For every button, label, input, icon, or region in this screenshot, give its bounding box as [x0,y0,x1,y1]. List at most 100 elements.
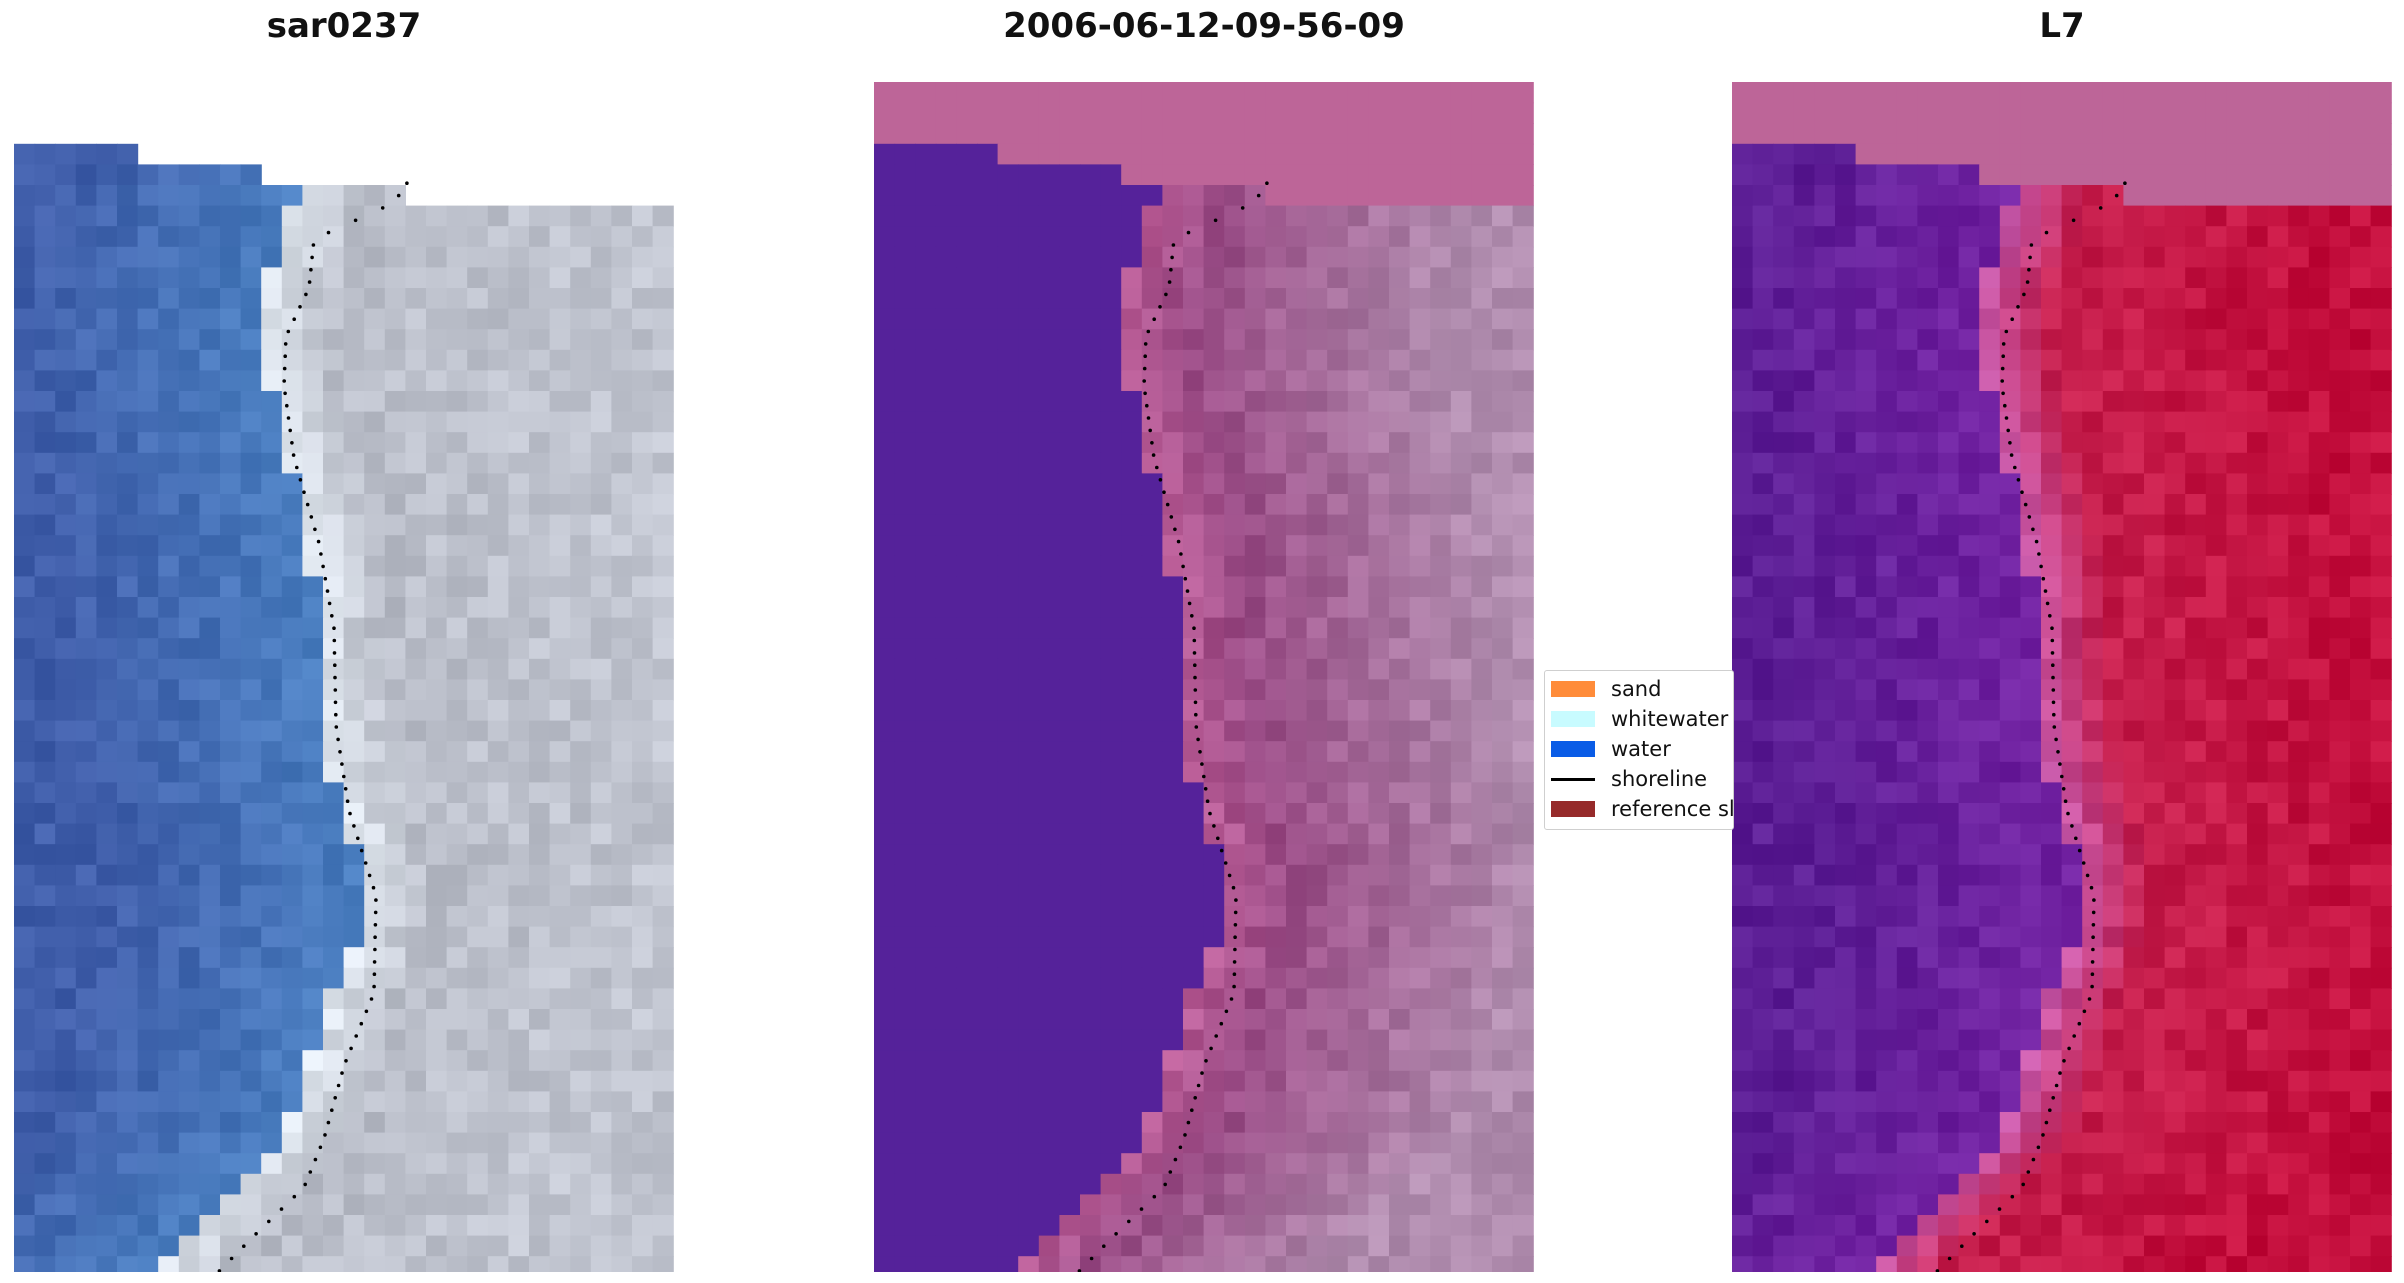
image-pixel [1430,947,1452,969]
image-pixel [508,597,530,619]
image-pixel [1244,1009,1266,1031]
image-pixel [1327,1009,1349,1031]
image-pixel [364,329,386,351]
image-pixel [508,1235,530,1257]
image-pixel [240,617,262,639]
image-pixel [2205,823,2227,845]
image-pixel [1286,1153,1308,1175]
image-pixel [1286,782,1308,804]
image-pixel [323,1050,345,1072]
image-pixel [2102,535,2124,557]
image-pixel [14,576,36,598]
image-pixel [1389,679,1411,701]
image-pixel [935,1256,957,1272]
image-pixel [302,473,324,495]
image-pixel [1876,185,1898,207]
shoreline-point [325,589,330,593]
image-pixel [2329,246,2351,268]
image-pixel [2082,473,2104,495]
image-pixel [1793,226,1815,248]
image-pixel [1038,555,1060,577]
image-pixel [14,246,36,268]
image-pixel [158,1173,180,1195]
image-pixel [632,761,654,783]
image-pixel [894,679,916,701]
image-pixel [2123,164,2145,186]
image-pixel [2123,576,2145,598]
image-pixel [1471,432,1493,454]
image-pixel [652,1050,674,1072]
image-pixel [2370,679,2392,701]
image-pixel [632,700,654,722]
image-pixel [2041,391,2063,413]
image-pixel [549,432,571,454]
image-pixel [14,679,36,701]
image-pixel [1389,885,1411,907]
image-pixel [1958,494,1980,516]
image-pixel [117,391,139,413]
image-pixel [2102,803,2124,825]
image-pixel [2123,473,2145,495]
image-pixel [956,288,978,310]
image-pixel [529,823,551,845]
image-pixel [2144,452,2166,474]
image-pixel [1492,1215,1514,1237]
image-pixel [96,1235,118,1257]
image-pixel [323,844,345,866]
image-pixel [1121,185,1143,207]
image-pixel [1471,514,1493,536]
image-pixel [1018,1173,1040,1195]
image-pixel [446,906,468,928]
image-pixel [281,988,303,1010]
image-pixel [2350,761,2372,783]
image-pixel [1141,864,1163,886]
image-pixel [302,741,324,763]
image-pixel [1368,288,1390,310]
image-pixel [2308,576,2330,598]
image-pixel [199,1070,221,1092]
image-pixel [570,782,592,804]
image-pixel [446,1194,468,1216]
image-pixel [178,885,200,907]
image-pixel [2350,555,2372,577]
image-pixel [2164,164,2186,186]
image-pixel [117,226,139,248]
image-pixel [1080,452,1102,474]
image-pixel [240,803,262,825]
image-pixel [137,370,159,392]
image-pixel [178,700,200,722]
image-pixel [364,720,386,742]
image-pixel [1327,988,1349,1010]
image-pixel [2288,246,2310,268]
image-pixel [220,1050,242,1072]
image-pixel [1389,308,1411,330]
image-pixel [1018,1050,1040,1072]
image-pixel [1512,329,1534,351]
image-pixel [1752,555,1774,577]
image-pixel [405,1153,427,1175]
image-pixel [117,700,139,722]
image-pixel [14,720,36,742]
image-pixel [1100,205,1122,227]
image-pixel [2102,82,2124,104]
image-pixel [1141,102,1163,124]
image-pixel [1121,226,1143,248]
image-pixel [2288,720,2310,742]
image-pixel [261,473,283,495]
image-pixel [426,782,448,804]
image-pixel [1368,597,1390,619]
image-pixel [384,803,406,825]
image-pixel [611,720,633,742]
image-pixel [1835,288,1857,310]
image-pixel [915,82,937,104]
image-pixel [2041,185,2063,207]
image-pixel [426,1235,448,1257]
image-pixel [1100,617,1122,639]
image-pixel [364,967,386,989]
image-pixel [1732,164,1754,186]
image-pixel [281,1009,303,1031]
image-pixel [1038,1173,1060,1195]
image-pixel [2308,741,2330,763]
image-pixel [2226,514,2248,536]
image-pixel [343,185,365,207]
